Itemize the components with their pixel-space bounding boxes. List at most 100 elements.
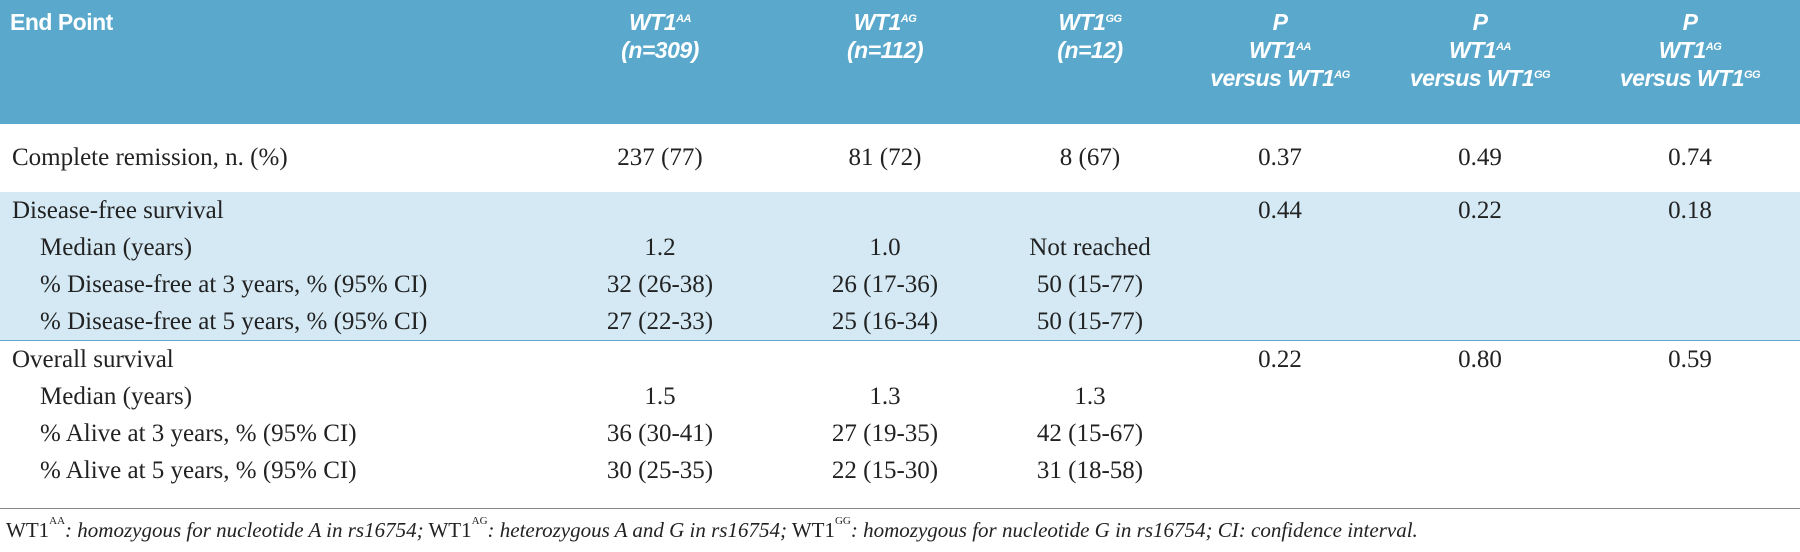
cell bbox=[1180, 229, 1380, 266]
text: End Point bbox=[10, 9, 113, 35]
row: % Alive at 5 years, % (95% CI) 30 (25-35)… bbox=[0, 452, 1800, 502]
cell bbox=[770, 192, 1000, 229]
row: Disease-free survival 0.44 0.22 0.18 bbox=[0, 192, 1800, 229]
cell: Not reached bbox=[1000, 229, 1180, 266]
superscript: GG bbox=[1743, 69, 1761, 81]
text: WT1 bbox=[1249, 37, 1297, 63]
header-line: versus WT1AG bbox=[1184, 64, 1376, 92]
superscript: AA bbox=[676, 13, 691, 25]
superscript: AG bbox=[1705, 41, 1722, 53]
row-label: Median (years) bbox=[40, 383, 193, 410]
row-label: % Disease-free at 5 years, % (95% CI) bbox=[0, 303, 550, 341]
header-cell: P WT1AG versus WT1GG bbox=[1580, 0, 1800, 124]
superscript: AA bbox=[49, 515, 66, 527]
superscript: GG bbox=[1533, 69, 1551, 81]
superscript: AG bbox=[1334, 69, 1350, 81]
header-line: versus WT1GG bbox=[1384, 64, 1576, 92]
cell bbox=[550, 192, 770, 229]
cell bbox=[1380, 378, 1580, 415]
cell: 22 (15-30) bbox=[831, 457, 939, 484]
footnote: WT1AA: homozygous for nucleotide A in rs… bbox=[6, 515, 1418, 543]
text: P bbox=[1472, 9, 1488, 35]
row: % Disease-free at 3 years, % (95% CI) 32 … bbox=[0, 266, 1800, 303]
text: (n=12) bbox=[1057, 37, 1123, 63]
text: WT1 bbox=[1658, 37, 1707, 63]
cell: 50 (15-77) bbox=[1000, 266, 1180, 303]
row: Median (years) 1.2 1.0 Not reached bbox=[0, 229, 1800, 266]
cell bbox=[1580, 266, 1800, 303]
header-line: WT1AG bbox=[1584, 36, 1796, 64]
section: Complete remission, n. (%) 237 (77) 81 (72… bbox=[0, 124, 1800, 192]
cell: 0.74 bbox=[1668, 144, 1712, 171]
row: % Alive at 3 years, % (95% CI) 36 (30-41)… bbox=[0, 415, 1800, 452]
cell: 30 (25-35) bbox=[606, 457, 714, 484]
header-line: End Point bbox=[10, 8, 546, 36]
row-label: % Alive at 3 years, % (95% CI) bbox=[40, 420, 357, 447]
header-line: (n=309) bbox=[554, 36, 766, 64]
superscript: AG bbox=[471, 515, 488, 527]
header-cell: P WT1AA versus WT1AG bbox=[1180, 0, 1380, 124]
text: WT1 bbox=[6, 518, 50, 542]
row-label: % Alive at 5 years, % (95% CI) bbox=[40, 457, 357, 484]
superscript: AA bbox=[1296, 41, 1311, 53]
header-cell: End Point bbox=[0, 0, 550, 124]
cell: 27 (22-33) bbox=[550, 303, 770, 341]
superscript: AG bbox=[900, 13, 917, 25]
cell: 8 (67) bbox=[1059, 144, 1121, 171]
text: WT1 bbox=[423, 518, 472, 542]
cell bbox=[1180, 303, 1380, 341]
cell: 42 (15-67) bbox=[1036, 420, 1144, 447]
header-line: (n=12) bbox=[1004, 36, 1176, 64]
cell: 0.22 bbox=[1380, 192, 1580, 229]
text: versus WT1 bbox=[1210, 65, 1335, 91]
cell bbox=[1180, 452, 1380, 502]
header-line: P bbox=[1584, 8, 1796, 36]
text: versus WT1 bbox=[1409, 65, 1535, 91]
header-row: End Point WT1AA (n=309) WT1AG (n=112) WT1GG (n… bbox=[0, 0, 1800, 124]
cell: 1.3 bbox=[869, 383, 901, 410]
cell bbox=[1180, 378, 1380, 415]
cell: 32 (26-38) bbox=[550, 266, 770, 303]
cell bbox=[1580, 229, 1800, 266]
cell bbox=[1580, 303, 1800, 341]
cell: 27 (19-35) bbox=[831, 420, 939, 447]
text: versus WT1 bbox=[1619, 65, 1745, 91]
row-label: % Disease-free at 3 years, % (95% CI) bbox=[0, 266, 550, 303]
cell bbox=[1000, 192, 1180, 229]
header-line: WT1AG bbox=[774, 8, 996, 36]
text: P bbox=[1272, 9, 1288, 35]
cell: 50 (15-77) bbox=[1000, 303, 1180, 341]
text: WT1 bbox=[786, 518, 835, 542]
section: Overall survival 0.22 0.80 0.59 Median (year… bbox=[0, 341, 1800, 503]
cell bbox=[1580, 415, 1800, 452]
cell bbox=[1580, 378, 1800, 415]
row: % Disease-free at 5 years, % (95% CI) 27 … bbox=[0, 303, 1800, 341]
cell bbox=[1180, 266, 1380, 303]
header-line: P bbox=[1384, 8, 1576, 36]
rule bbox=[0, 508, 1800, 509]
text: WT1 bbox=[853, 9, 902, 35]
header-cell: WT1AG (n=112) bbox=[770, 0, 1000, 124]
cell bbox=[1380, 229, 1580, 266]
cell: 0.80 bbox=[1458, 346, 1502, 373]
header-cell: WT1GG (n=12) bbox=[1000, 0, 1180, 124]
row-label: Median (years) bbox=[0, 229, 550, 266]
row: Median (years) 1.5 1.3 1.3 bbox=[0, 378, 1800, 415]
cell bbox=[1380, 452, 1580, 502]
text: (n=112) bbox=[847, 37, 923, 63]
header-line: WT1AA bbox=[1384, 36, 1576, 64]
superscript: GG bbox=[834, 515, 851, 527]
header-line: WT1AA bbox=[554, 8, 766, 36]
results-table: End Point WT1AA (n=309) WT1AG (n=112) WT1GG (n… bbox=[0, 0, 1800, 503]
cell: 0.18 bbox=[1580, 192, 1800, 229]
cell: 237 (77) bbox=[617, 144, 703, 171]
cell bbox=[1180, 415, 1380, 452]
superscript: AA bbox=[1496, 41, 1511, 53]
header-cell: WT1AA (n=309) bbox=[550, 0, 770, 124]
cell bbox=[1000, 341, 1180, 379]
text: : homozygous for nucleotide G in rs16754… bbox=[850, 518, 1418, 542]
cell: 0.49 bbox=[1458, 144, 1502, 171]
cell: 31 (18-58) bbox=[1036, 457, 1144, 484]
superscript: GG bbox=[1105, 13, 1122, 25]
